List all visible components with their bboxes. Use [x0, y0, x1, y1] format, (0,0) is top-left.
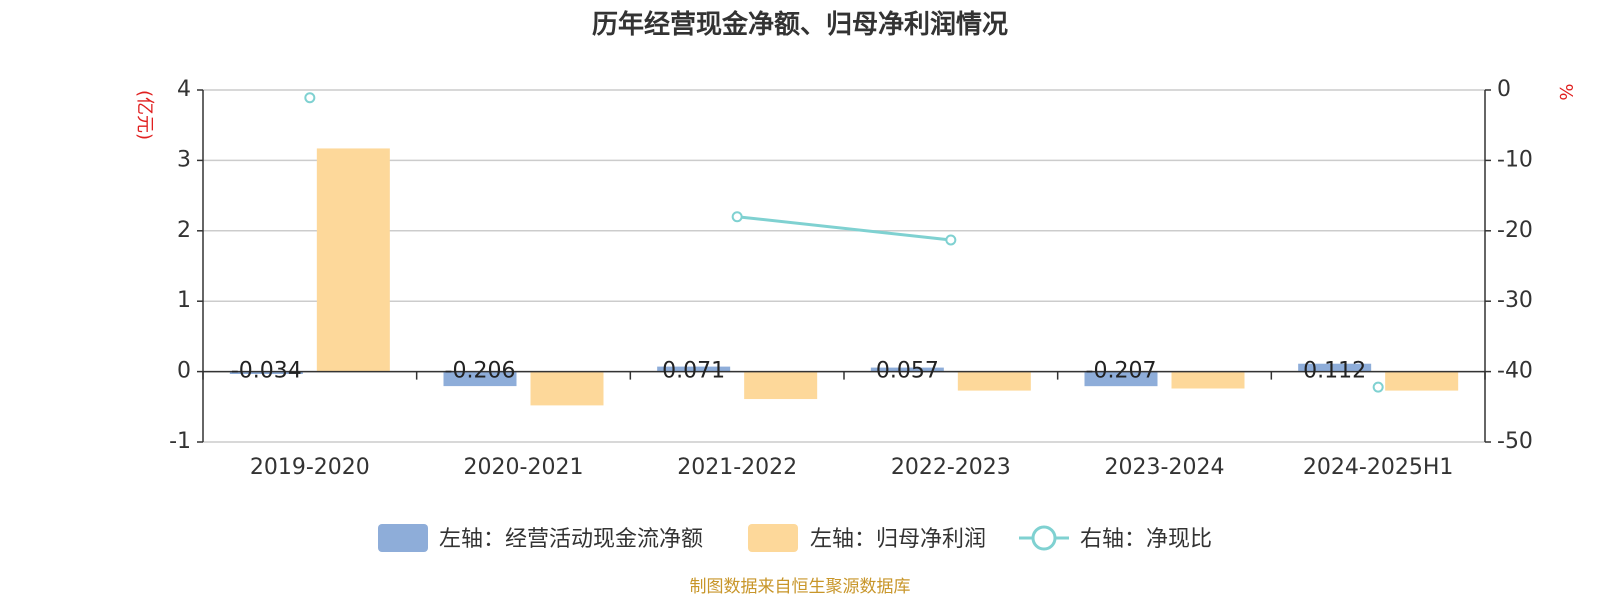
right-axis-unit: % [1555, 83, 1576, 100]
cashflow-bar-label: 0.071 [662, 359, 725, 384]
ratio-point [945, 234, 957, 246]
legend-swatch-profit [748, 524, 798, 552]
bars [229, 148, 1459, 406]
ratio-point [1372, 381, 1384, 393]
left-tick-label: 3 [177, 147, 191, 172]
x-tick-label: 2019-2020 [250, 455, 370, 480]
left-axis-unit: (亿元) [134, 90, 155, 140]
left-tick-label: 0 [177, 359, 191, 384]
profit-bar [957, 371, 1031, 391]
legend: 左轴：经营活动现金流净额 左轴：归母净利润 右轴：净现比 [378, 524, 1212, 552]
right-tick-label: 0 [1497, 77, 1511, 102]
left-tick-label: -1 [169, 429, 191, 454]
left-axis: 4 3 2 1 0 -1 [169, 77, 204, 454]
right-tick-label: -50 [1497, 429, 1533, 454]
legend-label-ratio[interactable]: 右轴：净现比 [1080, 527, 1212, 552]
ratio-point [304, 92, 316, 104]
legend-label-profit[interactable]: 左轴：归母净利润 [810, 527, 986, 552]
cashflow-bar [870, 367, 944, 372]
grid-lines [203, 89, 1485, 443]
cashflow-bar-label: -0.206 [445, 359, 516, 384]
cashflow-bar-label: 0.057 [876, 359, 939, 384]
legend-marker-ratio [1031, 525, 1057, 551]
legend-swatch-cashflow [378, 524, 428, 552]
profit-bar [744, 371, 818, 400]
x-tick-label: 2020-2021 [464, 455, 584, 480]
right-tick-label: -20 [1497, 218, 1533, 243]
cashflow-bar-label: -0.034 [231, 359, 302, 384]
profit-bar [1385, 371, 1459, 391]
x-tick-label: 2021-2022 [677, 455, 797, 480]
profit-bar [316, 148, 390, 372]
profit-bar [530, 371, 604, 406]
cashflow-bar [1084, 371, 1158, 387]
cashflow-bar [229, 371, 303, 374]
right-tick-label: -10 [1497, 147, 1533, 172]
source-note: 制图数据来自恒生聚源数据库 [690, 577, 911, 597]
cashflow-bar [1298, 363, 1372, 372]
x-tick-label: 2023-2024 [1105, 455, 1225, 480]
cashflow-bar-label: 0.112 [1303, 359, 1366, 384]
ratio-line-segment [737, 215, 951, 242]
left-tick-label: 2 [177, 218, 191, 243]
left-tick-label: 4 [177, 77, 191, 102]
ratio-line [304, 92, 1384, 393]
x-axis: 2019-2020 2020-2021 2021-2022 2022-2023 2023… [202, 370, 1486, 480]
left-tick-label: 1 [177, 288, 191, 313]
bar-labels: -0.034 -0.206 0.071 0.057 -0.207 0.112 [231, 359, 1366, 384]
profit-bar [1171, 371, 1245, 389]
ratio-point [731, 211, 743, 223]
legend-label-cashflow[interactable]: 左轴：经营活动现金流净额 [439, 527, 703, 552]
x-tick-label: 2022-2023 [891, 455, 1011, 480]
x-tick-label: 2024-2025H1 [1303, 455, 1453, 480]
chart-title: 历年经营现金净额、归母净利润情况 [592, 9, 1008, 40]
cashflow-bar [657, 366, 731, 372]
cashflow-bar-label: -0.207 [1086, 359, 1157, 384]
right-tick-label: -40 [1497, 359, 1533, 384]
cashflow-bar [443, 371, 517, 387]
right-axis: 0 -10 -20 -30 -40 -50 [1484, 77, 1533, 454]
right-tick-label: -30 [1497, 288, 1533, 313]
